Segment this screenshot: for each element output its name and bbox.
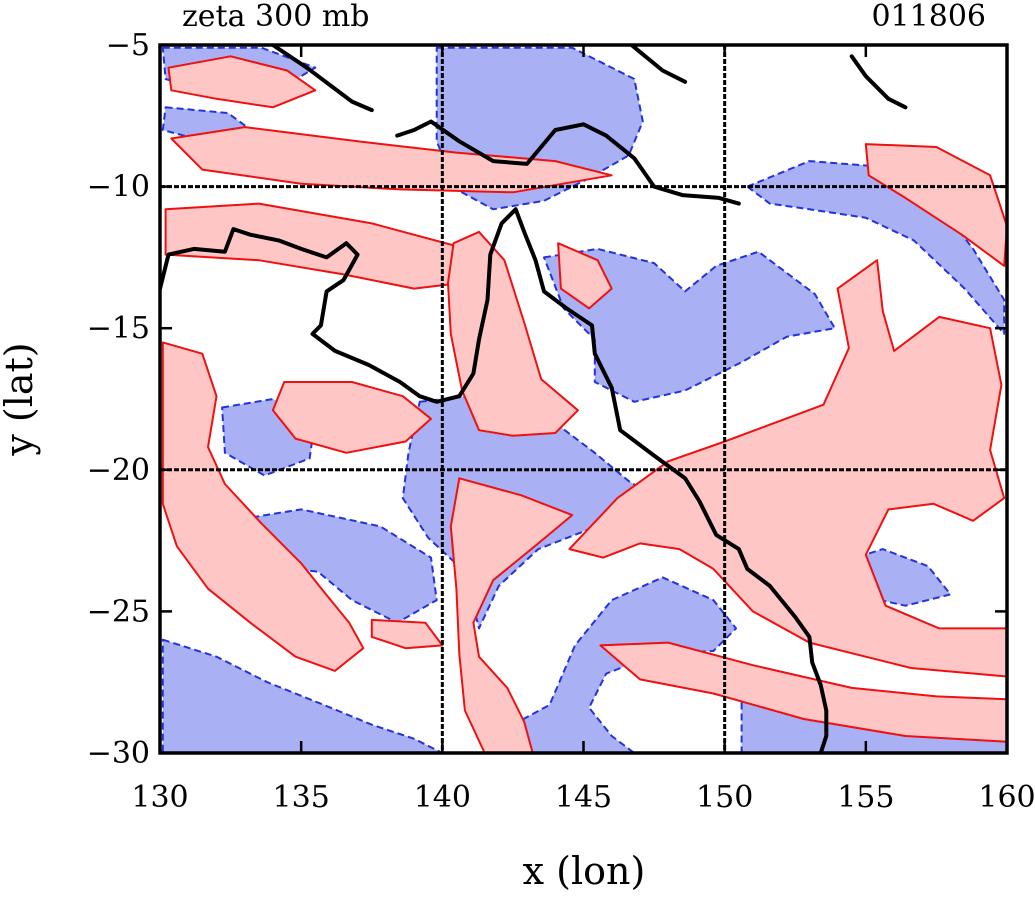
tick-layer: [158, 43, 1009, 755]
positive-vorticity-layer: [161, 55, 1007, 753]
positive-vorticity-region-7: [449, 477, 574, 753]
y-tick-label-15: −15: [87, 311, 150, 346]
y-tick-label-30: −30: [87, 736, 150, 771]
y-tick-label-20: −20: [87, 453, 150, 488]
x-tick-label-150: 150: [696, 780, 753, 815]
positive-vorticity-region-8: [568, 259, 1007, 678]
x-tick-label-160: 160: [978, 780, 1035, 815]
x-axis-label: x (lon): [523, 849, 646, 893]
positive-vorticity-region-11: [370, 618, 444, 650]
coastline-0: [160, 207, 829, 753]
plot-area: [160, 45, 1007, 753]
title-left: zeta 300 mb: [182, 0, 370, 34]
positive-vorticity-region-6: [271, 381, 432, 454]
negative-vorticity-region-3: [746, 160, 1006, 335]
x-tick-label-135: 135: [273, 780, 330, 815]
y-tick-label-5: −5: [106, 28, 150, 63]
x-tick-label-130: 130: [131, 780, 188, 815]
positive-vorticity-region-10: [864, 143, 1007, 267]
x-tick-label-140: 140: [414, 780, 471, 815]
positive-vorticity-region-0: [167, 55, 317, 109]
coastline-4: [849, 54, 908, 110]
coastline-layer: [160, 45, 908, 753]
negative-vorticity-region-8: [161, 638, 444, 753]
positive-vorticity-region-9: [599, 641, 1007, 743]
coastline-2: [270, 45, 374, 113]
y-tick-label-10: −10: [87, 170, 150, 205]
x-tick-label-155: 155: [837, 780, 894, 815]
x-tick-label-145: 145: [555, 780, 612, 815]
positive-vorticity-region-4: [557, 242, 613, 310]
coastline-1: [395, 119, 741, 206]
coastline-3: [629, 45, 688, 84]
positive-vorticity-region-5: [161, 341, 365, 672]
tick-label-layer: 130 135 140 145 150 155 160 −5 −10 −15 −20 −25 −30: [87, 28, 1035, 815]
positive-vorticity-region-1: [170, 126, 613, 194]
y-tick-label-25: −25: [87, 594, 150, 629]
title-right: 011806: [871, 0, 986, 34]
negative-vorticity-region-4: [543, 247, 836, 403]
positive-vorticity-region-3: [447, 230, 579, 437]
y-axis-label: y (lat): [0, 342, 41, 456]
